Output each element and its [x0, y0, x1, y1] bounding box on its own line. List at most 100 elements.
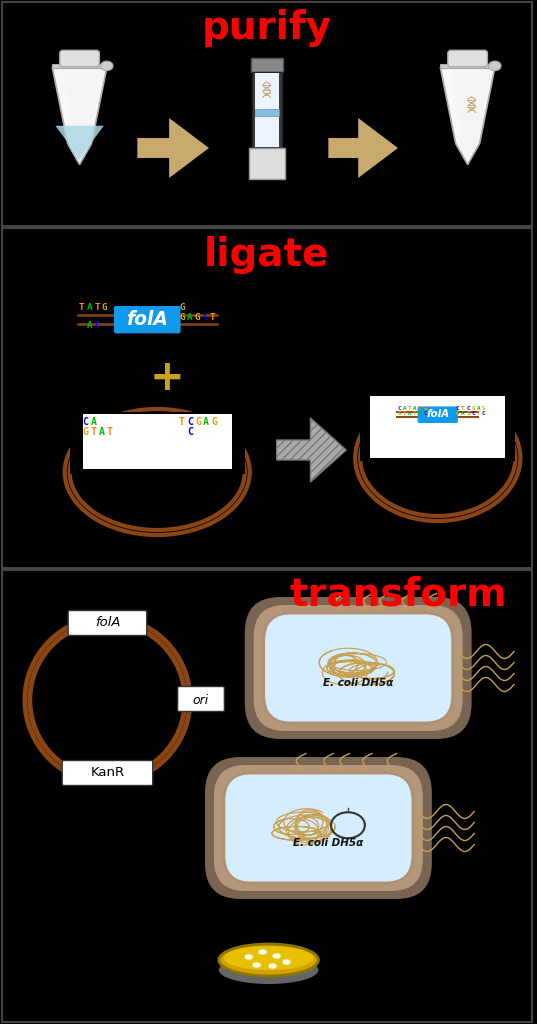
- Text: G: G: [456, 411, 460, 416]
- Text: G: G: [194, 312, 200, 322]
- Text: T: T: [408, 407, 411, 411]
- Ellipse shape: [282, 959, 291, 965]
- FancyBboxPatch shape: [418, 407, 458, 423]
- Ellipse shape: [219, 956, 318, 984]
- Text: KanR: KanR: [90, 767, 125, 779]
- Text: C: C: [95, 321, 100, 330]
- Text: A: A: [477, 407, 480, 411]
- Ellipse shape: [489, 61, 501, 71]
- FancyBboxPatch shape: [224, 773, 413, 883]
- Bar: [70, 412, 245, 474]
- Text: T: T: [95, 303, 100, 312]
- Ellipse shape: [252, 962, 261, 968]
- Text: C: C: [187, 427, 193, 437]
- FancyBboxPatch shape: [253, 605, 463, 731]
- Text: G: G: [397, 411, 401, 416]
- Text: T: T: [107, 427, 113, 437]
- Ellipse shape: [100, 61, 113, 71]
- Bar: [255, 109, 279, 116]
- FancyBboxPatch shape: [62, 761, 153, 785]
- Text: C: C: [397, 407, 401, 411]
- Text: G: G: [471, 407, 475, 411]
- Text: A: A: [203, 417, 209, 427]
- Text: folA: folA: [126, 310, 168, 329]
- Bar: [53, 63, 107, 68]
- Ellipse shape: [219, 944, 318, 976]
- Text: T: T: [91, 427, 97, 437]
- Text: G: G: [179, 312, 185, 322]
- Text: T: T: [413, 411, 417, 416]
- Text: C: C: [187, 417, 193, 427]
- Text: A: A: [99, 427, 105, 437]
- FancyBboxPatch shape: [214, 765, 423, 891]
- Bar: [2, 228, 532, 568]
- Polygon shape: [53, 68, 107, 165]
- Text: G: G: [482, 407, 485, 411]
- Text: C: C: [466, 407, 470, 411]
- Text: T: T: [210, 312, 215, 322]
- Text: E. coli DH5α: E. coli DH5α: [323, 678, 393, 688]
- Ellipse shape: [224, 946, 314, 970]
- Polygon shape: [440, 68, 495, 165]
- Text: G: G: [179, 303, 185, 312]
- Polygon shape: [137, 118, 209, 178]
- Text: T: T: [403, 411, 406, 416]
- Text: A: A: [413, 407, 417, 411]
- Text: A: A: [418, 411, 422, 416]
- Text: C: C: [202, 312, 208, 322]
- Ellipse shape: [268, 963, 277, 969]
- Text: G: G: [466, 411, 470, 416]
- Bar: [370, 396, 505, 458]
- Bar: [440, 63, 495, 68]
- Text: ori: ori: [193, 693, 209, 707]
- Bar: [255, 73, 279, 146]
- Text: A: A: [461, 411, 465, 416]
- Bar: [360, 393, 516, 461]
- Bar: [252, 72, 281, 147]
- Text: purify: purify: [201, 9, 332, 47]
- Text: T: T: [418, 407, 422, 411]
- Text: A: A: [87, 321, 92, 330]
- Text: A: A: [408, 411, 411, 416]
- Polygon shape: [277, 418, 346, 482]
- Text: transform: transform: [289, 575, 507, 614]
- Text: G: G: [195, 417, 201, 427]
- Text: C: C: [83, 417, 89, 427]
- Text: C: C: [456, 407, 460, 411]
- Ellipse shape: [244, 954, 253, 961]
- Text: C: C: [423, 411, 427, 416]
- Polygon shape: [55, 70, 72, 136]
- FancyBboxPatch shape: [60, 50, 99, 67]
- Text: folA: folA: [426, 409, 449, 419]
- FancyBboxPatch shape: [68, 610, 147, 636]
- Text: E. coli DH5α: E. coli DH5α: [293, 839, 364, 849]
- Text: folA: folA: [95, 616, 120, 630]
- FancyBboxPatch shape: [205, 757, 432, 899]
- Text: +: +: [150, 357, 185, 399]
- Text: T: T: [79, 303, 85, 312]
- Polygon shape: [55, 126, 104, 161]
- Bar: [2, 570, 532, 1022]
- FancyBboxPatch shape: [264, 613, 453, 723]
- Polygon shape: [444, 70, 461, 136]
- Text: A: A: [187, 312, 193, 322]
- Ellipse shape: [272, 953, 281, 959]
- Text: G: G: [83, 427, 89, 437]
- Text: C: C: [482, 411, 485, 416]
- Text: G: G: [423, 407, 427, 411]
- Text: A: A: [86, 303, 92, 312]
- Text: A: A: [403, 407, 406, 411]
- Bar: [83, 414, 232, 469]
- Text: ligate: ligate: [204, 236, 329, 274]
- Bar: [251, 58, 282, 72]
- Text: G: G: [211, 417, 217, 427]
- Bar: [249, 147, 285, 179]
- Text: A: A: [91, 417, 97, 427]
- FancyBboxPatch shape: [245, 597, 471, 739]
- FancyBboxPatch shape: [114, 306, 180, 334]
- Text: G: G: [102, 303, 107, 312]
- FancyBboxPatch shape: [178, 686, 224, 712]
- Bar: [2, 2, 532, 226]
- Text: T: T: [477, 411, 480, 416]
- Ellipse shape: [258, 949, 267, 955]
